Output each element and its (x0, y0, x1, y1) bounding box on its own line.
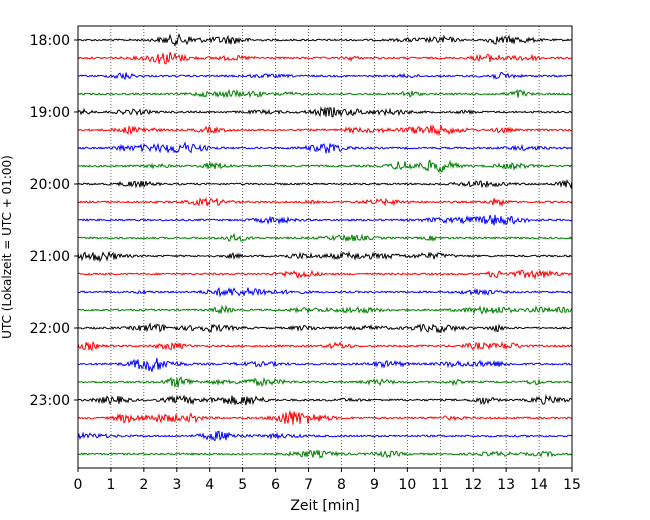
x-axis-label: Zeit [min] (290, 498, 359, 514)
x-tick-label-14: 14 (530, 477, 548, 493)
trace-3 (77, 88, 573, 99)
y-tick-label-4: 22:00 (30, 321, 70, 337)
x-tick-label-15: 15 (563, 477, 581, 493)
trace-4 (77, 106, 573, 118)
trace-11 (77, 232, 573, 243)
traces (77, 32, 573, 459)
trace-20 (77, 394, 573, 406)
x-tick-label-11: 11 (431, 477, 449, 493)
x-tick-label-10: 10 (398, 477, 416, 493)
trace-2 (77, 71, 573, 81)
y-tick-label-2: 20:00 (30, 177, 70, 193)
y-tick-label-1: 19:00 (30, 105, 70, 121)
trace-22 (77, 430, 573, 442)
y-tick-label-5: 23:00 (30, 393, 70, 409)
x-tick-label-5: 5 (238, 477, 247, 493)
trace-12 (77, 250, 573, 263)
trace-10 (77, 214, 573, 226)
trace-16 (77, 322, 573, 334)
y-axis-label: UTC (Lokalzeit = UTC + 01:00) (0, 155, 14, 339)
x-tick-label-1: 1 (106, 477, 115, 493)
x-tick-label-0: 0 (74, 477, 83, 493)
trace-17 (77, 340, 573, 352)
x-tick-label-2: 2 (139, 477, 148, 493)
trace-21 (77, 410, 573, 425)
trace-8 (77, 178, 573, 190)
x-tick-label-13: 13 (497, 477, 515, 493)
y-tick-label-3: 21:00 (30, 249, 70, 265)
trace-5 (77, 124, 573, 137)
trace-7 (77, 159, 573, 174)
x-axis: 0 1 2 3 4 5 6 7 8 9 10 11 12 13 14 15 (74, 468, 581, 493)
trace-15 (77, 304, 573, 315)
trace-14 (77, 286, 573, 298)
trace-19 (77, 376, 573, 388)
trace-1 (77, 51, 573, 65)
x-tick-label-6: 6 (271, 477, 280, 493)
y-axis: 18:00 19:00 20:00 21:00 22:00 23:00 (30, 33, 78, 409)
x-tick-label-3: 3 (172, 477, 181, 493)
x-tick-label-12: 12 (464, 477, 482, 493)
x-tick-label-7: 7 (304, 477, 313, 493)
y-tick-label-0: 18:00 (30, 33, 70, 49)
trace-23 (77, 449, 573, 459)
plot-background (78, 26, 572, 468)
trace-9 (77, 196, 573, 207)
x-tick-label-4: 4 (205, 477, 214, 493)
x-tick-label-8: 8 (337, 477, 346, 493)
x-tick-label-9: 9 (370, 477, 379, 493)
trace-13 (77, 269, 573, 281)
plot-frame (77, 25, 573, 469)
trace-6 (77, 141, 573, 154)
trace-0 (77, 32, 573, 48)
trace-18 (77, 357, 573, 372)
